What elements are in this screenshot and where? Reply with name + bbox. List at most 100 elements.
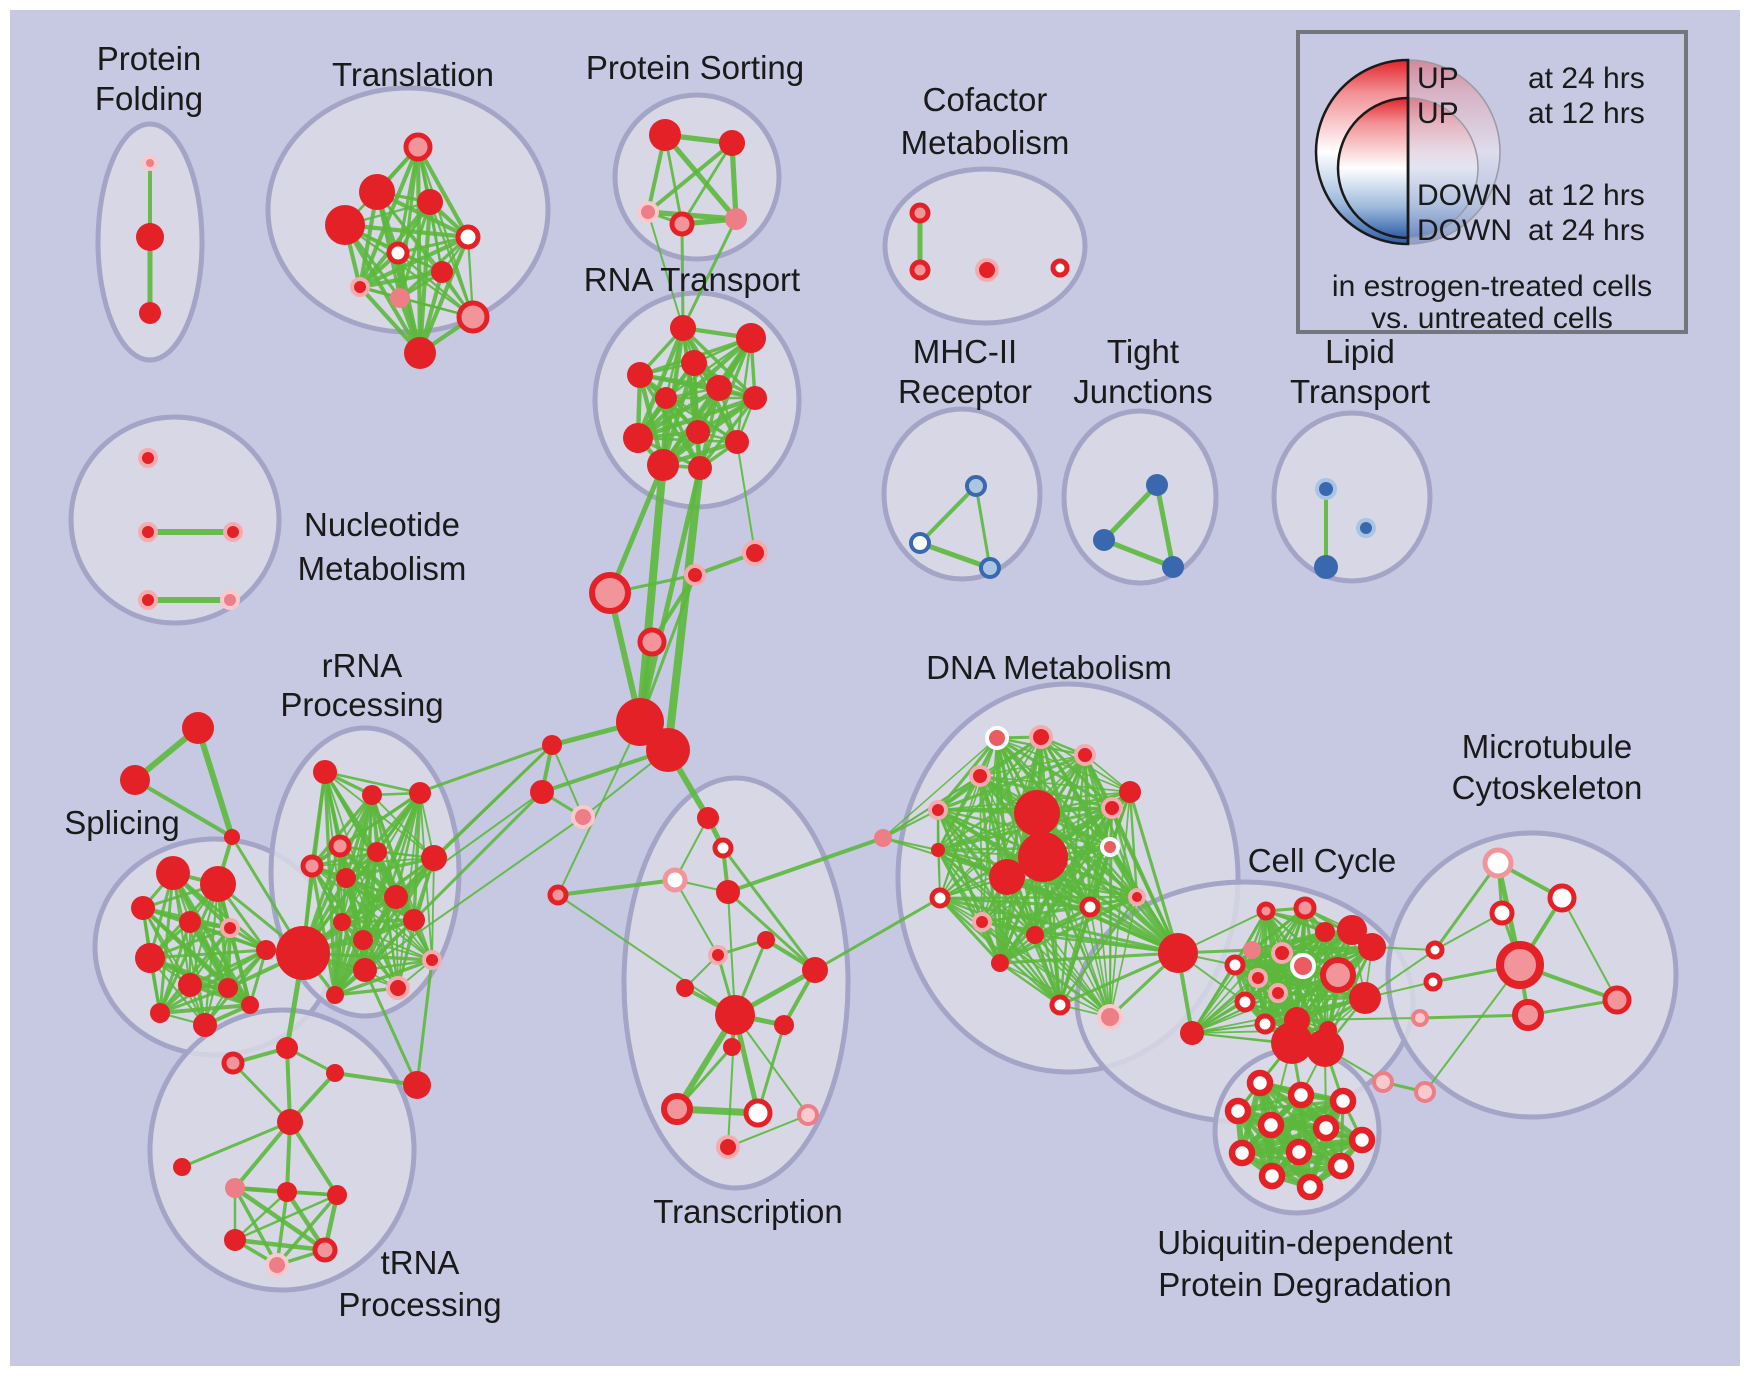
node-rna-transport-1[interactable] [736,323,766,353]
node-trna-processing-0[interactable] [225,1178,245,1198]
node-rna-transport-8[interactable] [686,420,710,444]
node-translation-4[interactable] [455,224,481,250]
node-transcription-5[interactable] [757,931,775,949]
node-ubiquitin-degradation-2[interactable] [1329,1087,1357,1115]
node-ubiquitin-degradation-5[interactable] [1312,1114,1340,1142]
node-protein-sorting-1[interactable] [719,130,745,156]
node-ubiquitin-degradation-9[interactable] [1327,1152,1355,1180]
node-transcription-2[interactable] [662,867,688,893]
node-splicing-3[interactable] [179,911,201,933]
node-dna-metabolism-5[interactable] [931,843,945,857]
node-rrna-processing-7[interactable] [336,868,356,888]
node-transcription-7[interactable] [676,979,694,997]
node-dna-metabolism-13[interactable] [1079,896,1101,918]
node-dna-metabolism-9[interactable] [1018,832,1068,882]
node-rna-transport-5[interactable] [743,386,767,410]
node-rrna-processing-16[interactable] [326,986,344,1004]
node-dna-metabolism-11[interactable] [1100,837,1120,857]
node-splicing-5[interactable] [135,943,165,973]
node-rrna-processing-4[interactable] [300,854,324,878]
node-transcription-12[interactable] [661,1093,693,1125]
node-protein-folding-2[interactable] [139,302,161,324]
nodes[interactable] [120,119,1632,1277]
node-connector-17[interactable] [277,1109,303,1135]
node-translation-9[interactable] [456,300,490,334]
node-splicing-0[interactable] [156,856,190,890]
node-dna-metabolism-10[interactable] [989,859,1025,895]
node-connector-11[interactable] [224,829,240,845]
node-connector-6[interactable] [542,735,562,755]
node-cofactor-metabolism-1[interactable] [909,259,931,281]
node-translation-8[interactable] [390,288,410,308]
node-transcription-10[interactable] [774,1015,794,1035]
node-connector-5[interactable] [742,540,768,566]
node-translation-6[interactable] [431,261,453,283]
node-translation-1[interactable] [359,174,395,210]
node-tight-junctions-2[interactable] [1162,556,1184,578]
node-trna-processing-3[interactable] [224,1229,246,1251]
node-connector-4[interactable] [684,564,706,586]
node-rna-transport-0[interactable] [670,315,696,341]
node-splicing-10[interactable] [241,996,259,1014]
node-transcription-15[interactable] [716,1135,740,1159]
node-cell-cycle-17[interactable] [1306,1029,1344,1067]
node-dna-metabolism-16[interactable] [991,954,1009,972]
node-cell-cycle-13[interactable] [1254,1013,1276,1035]
node-ubiquitin-degradation-11[interactable] [1296,1173,1324,1201]
node-cell-cycle-16[interactable] [1271,1022,1313,1064]
node-connector-13[interactable] [221,1051,245,1075]
node-trna-processing-2[interactable] [327,1185,347,1205]
node-rna-transport-3[interactable] [681,350,707,376]
node-dna-metabolism-20[interactable] [1026,926,1044,944]
node-rna-transport-2[interactable] [627,362,653,388]
node-cell-cycle-5[interactable] [1243,941,1261,959]
node-splicing-8[interactable] [150,1003,170,1023]
node-dna-metabolism-0[interactable] [985,726,1009,750]
node-splicing-9[interactable] [193,1013,217,1037]
node-transcription-1[interactable] [712,837,734,859]
node-translation-10[interactable] [404,337,436,369]
node-rna-transport-4[interactable] [706,375,732,401]
node-translation-5[interactable] [386,241,410,265]
node-ubiquitin-degradation-3[interactable] [1224,1097,1252,1125]
node-rrna-processing-10[interactable] [403,909,425,931]
node-splicing-2[interactable] [131,896,155,920]
node-cell-cycle-1[interactable] [1293,896,1317,920]
node-nucleotide-metabolism-4[interactable] [220,590,240,610]
node-rna-transport-9[interactable] [725,430,749,454]
node-tight-junctions-1[interactable] [1093,529,1115,551]
node-tight-junctions-0[interactable] [1146,474,1168,496]
node-trna-processing-4[interactable] [312,1237,338,1263]
node-connector-1[interactable] [646,728,690,772]
node-dna-metabolism-14[interactable] [1128,888,1146,906]
node-mhc-ii-receptor-1[interactable] [909,532,931,554]
node-connector-21[interactable] [1411,1009,1429,1027]
node-transcription-4[interactable] [547,884,569,906]
node-connector-15[interactable] [326,1064,344,1082]
node-translation-7[interactable] [350,277,370,297]
node-rna-transport-7[interactable] [623,423,653,453]
node-connector-22[interactable] [1372,1071,1394,1093]
node-connector-23[interactable] [1414,1081,1436,1103]
node-dna-metabolism-7[interactable] [1101,797,1123,819]
node-transcription-8[interactable] [802,957,828,983]
node-rrna-processing-15[interactable] [386,976,410,1000]
node-rna-transport-11[interactable] [688,456,712,480]
node-splicing-11[interactable] [256,940,276,960]
node-ubiquitin-degradation-10[interactable] [1258,1162,1286,1190]
node-rrna-processing-6[interactable] [421,845,447,871]
node-cell-cycle-6[interactable] [1271,942,1293,964]
node-nucleotide-metabolism-2[interactable] [223,522,243,542]
node-rrna-processing-11[interactable] [353,930,373,950]
node-protein-folding-1[interactable] [136,223,164,251]
node-connector-8[interactable] [571,805,595,829]
node-trna-processing-5[interactable] [265,1253,289,1277]
node-rrna-processing-9[interactable] [333,913,351,931]
node-connector-2[interactable] [589,572,631,614]
node-transcription-9[interactable] [715,995,755,1035]
node-rrna-processing-5[interactable] [367,842,387,862]
node-connector-18[interactable] [173,1158,191,1176]
node-nucleotide-metabolism-3[interactable] [138,590,158,610]
node-connector-0[interactable] [616,698,664,746]
node-connector-9[interactable] [182,712,214,744]
